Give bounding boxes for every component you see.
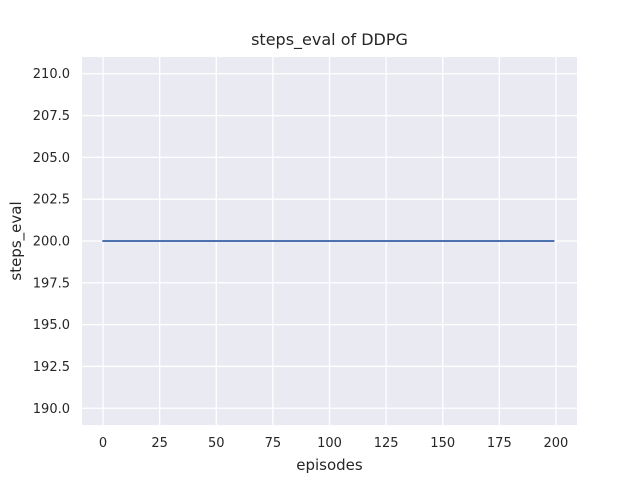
- x-tick-label: 150: [430, 436, 455, 451]
- x-axis-label: episodes: [296, 456, 363, 474]
- y-tick-label: 200.0: [33, 235, 70, 250]
- x-tick-label: 100: [317, 436, 342, 451]
- y-tick-label: 195.0: [33, 318, 70, 333]
- x-tick-label: 0: [99, 436, 107, 451]
- x-tick-label: 25: [151, 436, 168, 451]
- y-tick-label: 207.5: [33, 109, 70, 124]
- x-tick-label: 200: [544, 436, 569, 451]
- y-tick-label: 202.5: [33, 193, 70, 208]
- y-tick-label: 210.0: [33, 67, 70, 82]
- y-tick-label: 197.5: [33, 276, 70, 291]
- chart-title: steps_eval of DDPG: [251, 30, 408, 49]
- x-tick-label: 50: [208, 436, 225, 451]
- y-tick-label: 205.0: [33, 151, 70, 166]
- x-tick-label: 125: [374, 436, 399, 451]
- x-tick-label: 75: [265, 436, 282, 451]
- y-tick-label: 192.5: [33, 360, 70, 375]
- x-tick-label: 175: [487, 436, 512, 451]
- y-tick-label: 190.0: [33, 402, 70, 417]
- y-axis-label: steps_eval: [7, 201, 25, 281]
